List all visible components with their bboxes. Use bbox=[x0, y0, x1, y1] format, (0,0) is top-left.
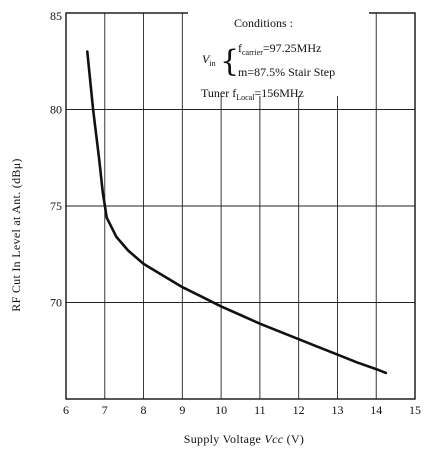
x-axis-label: Supply Voltage Vcc (V) bbox=[184, 432, 304, 446]
x-tick-label: 7 bbox=[102, 403, 108, 417]
conditions-title: Conditions : bbox=[234, 16, 293, 30]
x-tick-label: 9 bbox=[179, 403, 185, 417]
x-tick-labels: 6 7 8 9 10 11 12 13 14 15 bbox=[63, 403, 421, 417]
tuner-local: Tuner fLocal=156MHz bbox=[201, 86, 304, 102]
modulation: m=87.5% Stair Step bbox=[238, 65, 335, 79]
y-tick-label: 75 bbox=[50, 199, 62, 213]
y-tick-label: 85 bbox=[50, 9, 62, 23]
x-tick-label: 13 bbox=[331, 403, 343, 417]
brace: { bbox=[220, 44, 239, 79]
conditions-annotation: Conditions : Vin { fcarrier=97.25MHz m=8… bbox=[188, 11, 369, 102]
x-tick-label: 14 bbox=[370, 403, 382, 417]
x-tick-label: 15 bbox=[409, 403, 421, 417]
y-tick-label: 70 bbox=[50, 296, 62, 310]
carrier-frequency: fcarrier=97.25MHz bbox=[238, 41, 321, 57]
x-tick-label: 8 bbox=[141, 403, 147, 417]
x-tick-label: 6 bbox=[63, 403, 69, 417]
y-axis-label: RF Cut In Level at Ant. (dBμ) bbox=[9, 158, 23, 311]
x-tick-label: 12 bbox=[293, 403, 305, 417]
x-tick-label: 11 bbox=[254, 403, 266, 417]
y-tick-label: 80 bbox=[50, 103, 62, 117]
x-tick-label: 10 bbox=[215, 403, 227, 417]
vin-label: Vin bbox=[202, 52, 216, 68]
y-tick-labels: 70 75 80 85 bbox=[50, 9, 62, 310]
data-curve bbox=[86, 50, 388, 375]
